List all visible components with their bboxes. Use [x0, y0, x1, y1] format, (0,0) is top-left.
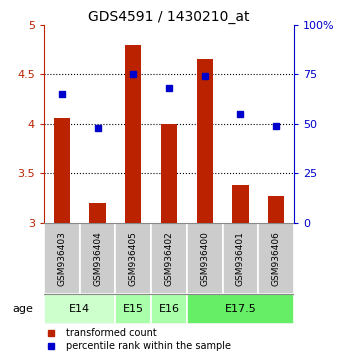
- Text: GSM936406: GSM936406: [272, 231, 281, 286]
- Text: transformed count: transformed count: [67, 328, 157, 338]
- Bar: [258, 223, 294, 294]
- Bar: [268, 196, 284, 223]
- Text: E17.5: E17.5: [224, 304, 256, 314]
- Bar: [44, 223, 80, 294]
- Bar: [80, 223, 115, 294]
- Text: age: age: [13, 304, 33, 314]
- Text: percentile rank within the sample: percentile rank within the sample: [67, 341, 232, 351]
- Bar: [187, 223, 223, 294]
- Text: GSM936400: GSM936400: [200, 231, 209, 286]
- Bar: [187, 294, 294, 324]
- Text: E15: E15: [123, 304, 144, 314]
- Bar: [161, 124, 177, 223]
- Text: GSM936401: GSM936401: [236, 231, 245, 286]
- Text: GSM936405: GSM936405: [129, 231, 138, 286]
- Bar: [54, 118, 70, 223]
- Text: GSM936402: GSM936402: [165, 231, 173, 286]
- Bar: [44, 294, 115, 324]
- Text: E14: E14: [69, 304, 90, 314]
- Bar: [197, 59, 213, 223]
- Text: E16: E16: [159, 304, 179, 314]
- Title: GDS4591 / 1430210_at: GDS4591 / 1430210_at: [88, 10, 250, 24]
- Text: GSM936403: GSM936403: [57, 231, 66, 286]
- Bar: [223, 223, 258, 294]
- Bar: [115, 223, 151, 294]
- Bar: [90, 203, 105, 223]
- Text: GSM936404: GSM936404: [93, 231, 102, 286]
- Bar: [233, 185, 248, 223]
- Bar: [151, 294, 187, 324]
- Bar: [125, 45, 141, 223]
- Bar: [151, 223, 187, 294]
- Bar: [115, 294, 151, 324]
